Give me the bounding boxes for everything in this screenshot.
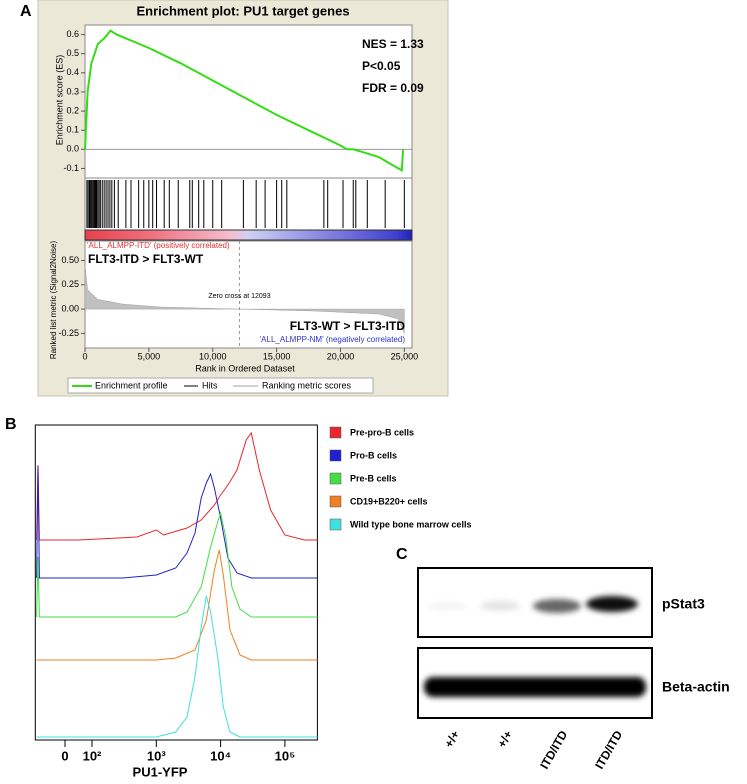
y-tick-label: 0.50 bbox=[61, 255, 79, 265]
annotation: FLT3-WT > FLT3-ITD bbox=[290, 319, 406, 333]
es-curve bbox=[84, 29, 405, 172]
y-tick-label: 0.00 bbox=[61, 303, 79, 313]
legend-box bbox=[67, 377, 374, 394]
hits-area bbox=[84, 177, 413, 231]
panel-label: C bbox=[396, 546, 408, 563]
lane-label: ITD/ITD bbox=[537, 728, 570, 772]
x-tick-label: 25,000 bbox=[391, 351, 419, 361]
y-tick-label: 0.5 bbox=[66, 48, 79, 58]
histogram-trace bbox=[36, 465, 318, 579]
lane-label: ITD/ITD bbox=[592, 728, 625, 772]
x-tick-label: 15,000 bbox=[263, 351, 291, 361]
legend-swatch bbox=[329, 426, 342, 439]
annotation: 'ALL_ALMPP-ITD' (positively correlated) bbox=[87, 241, 230, 250]
ranked-plot-area bbox=[84, 240, 413, 349]
blot-row-label: Beta-actin bbox=[662, 679, 730, 695]
metric-area bbox=[84, 265, 405, 334]
legend-label: Enrichment profile bbox=[95, 380, 168, 390]
legend-label: Hits bbox=[202, 380, 218, 390]
y-tick-label: 0.2 bbox=[66, 105, 79, 115]
x-tick-label: 20,000 bbox=[327, 351, 355, 361]
panel-label: B bbox=[5, 416, 17, 433]
annotation: FDR = 0.09 bbox=[362, 81, 424, 95]
y-tick-label: -0.25 bbox=[58, 328, 79, 338]
y-tick-label: -0.1 bbox=[63, 163, 79, 173]
legend-label: Pre-pro-B cells bbox=[350, 427, 414, 437]
legend-label: Wild type bone marrow cells bbox=[350, 519, 471, 529]
histogram-trace bbox=[36, 511, 318, 618]
lane-label: +/+ bbox=[495, 728, 516, 750]
blot-row-label: pStat3 bbox=[662, 596, 705, 612]
x-tick-label: 10³ bbox=[147, 748, 166, 763]
histogram-trace bbox=[36, 431, 318, 541]
legend-swatch bbox=[329, 449, 342, 462]
panel-label: A bbox=[20, 3, 32, 20]
legend-swatch bbox=[329, 495, 342, 508]
x-tick-label: 0 bbox=[61, 748, 68, 763]
x-axis-label: PU1-YFP bbox=[133, 764, 188, 779]
annotation: 'ALL_ALMPP-NM' (negatively correlated) bbox=[260, 335, 406, 344]
lane-label: +/+ bbox=[442, 728, 463, 750]
y-tick-label: 0.1 bbox=[66, 125, 79, 135]
annotation: P<0.05 bbox=[362, 59, 401, 73]
plot-frame bbox=[34, 424, 318, 741]
annotation: FLT3-ITD > FLT3-WT bbox=[88, 252, 204, 266]
y-tick-label: 0.3 bbox=[66, 86, 79, 96]
y-tick-label: 0.25 bbox=[61, 279, 79, 289]
legend-label: CD19+B220+ cells bbox=[350, 496, 428, 506]
blot-bands bbox=[424, 596, 646, 697]
legend-swatch bbox=[329, 472, 342, 485]
x-tick-label: 10⁵ bbox=[275, 748, 296, 763]
y-tick-label: 0.0 bbox=[66, 144, 79, 154]
y-tick-label: 0.4 bbox=[66, 67, 79, 77]
histogram-trace bbox=[36, 595, 318, 738]
y-axis-label: Ranked list metric (Signal2Noise) bbox=[49, 241, 58, 360]
y-tick-label: 0.6 bbox=[66, 29, 79, 39]
legend-label: Pre-B cells bbox=[350, 473, 397, 483]
chart-title: Enrichment plot: PU1 target genes bbox=[136, 3, 349, 18]
legend-swatch bbox=[329, 518, 342, 531]
es-plot-area bbox=[84, 24, 413, 179]
y-axis-label: Enrichment score (ES) bbox=[54, 55, 64, 146]
legend-label: Pro-B cells bbox=[350, 450, 397, 460]
rank-colorbar bbox=[84, 229, 413, 241]
x-tick-label: 5,000 bbox=[138, 351, 161, 361]
x-tick-label: 10⁴ bbox=[210, 748, 231, 763]
annotation: NES = 1.33 bbox=[362, 37, 424, 51]
x-tick-label: 10² bbox=[83, 748, 102, 763]
zero-cross-label: Zero cross at 12093 bbox=[208, 293, 270, 300]
x-axis-label: Rank in Ordered Dataset bbox=[195, 363, 295, 373]
x-tick-label: 0 bbox=[82, 351, 87, 361]
histogram-trace bbox=[36, 549, 318, 661]
legend-label: Ranking metric scores bbox=[262, 380, 352, 390]
x-tick-label: 10,000 bbox=[199, 351, 227, 361]
